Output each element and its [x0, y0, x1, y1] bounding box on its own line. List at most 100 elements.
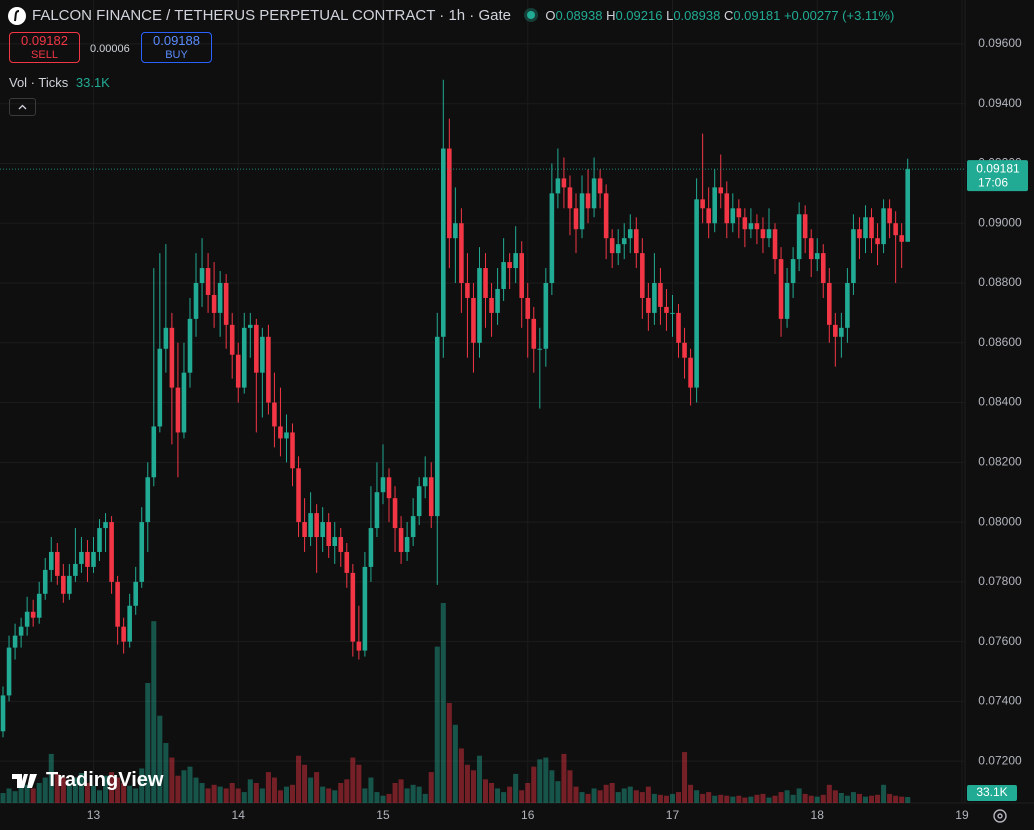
- volume-bar: [66, 783, 72, 803]
- volume-bar: [157, 715, 163, 803]
- volume-bar: [766, 797, 772, 803]
- volume-bar: [802, 793, 808, 803]
- volume-bar: [259, 788, 265, 803]
- candle-body: [567, 187, 573, 209]
- y-tick-label: 0.08800: [978, 275, 1022, 289]
- volume-bar: [688, 784, 694, 803]
- candle-body: [597, 178, 603, 194]
- candle-body: [537, 348, 543, 350]
- x-tick-label: 17: [666, 808, 680, 822]
- candle-body: [664, 306, 669, 313]
- candle-body: [561, 178, 567, 188]
- candle-body: [640, 253, 645, 298]
- candle-body: [453, 223, 458, 239]
- candle-body: [603, 193, 609, 239]
- volume-bar: [676, 792, 682, 803]
- candle-body: [235, 354, 241, 388]
- candle-body: [863, 217, 868, 239]
- volume-bar: [495, 788, 501, 803]
- volume-bar: [609, 783, 615, 803]
- volume-bar: [72, 777, 78, 803]
- volume-bar: [290, 784, 296, 803]
- volume-bar: [193, 777, 199, 803]
- volume-bar: [651, 793, 657, 803]
- candle-body: [899, 235, 904, 242]
- candle-body: [543, 283, 549, 349]
- volume-badge-label: 33.1K: [976, 785, 1007, 799]
- candle-body: [205, 268, 211, 295]
- candle-body: [109, 522, 114, 582]
- candle-body: [326, 522, 331, 546]
- candle-body: [772, 229, 778, 260]
- volume-bar: [0, 793, 6, 803]
- y-tick-label: 0.07600: [978, 634, 1022, 648]
- volume-bar: [241, 792, 247, 803]
- y-tick-label: 0.09400: [978, 96, 1022, 110]
- candle-body: [386, 477, 392, 499]
- candle-body: [103, 522, 108, 529]
- volume-bar: [531, 766, 537, 803]
- candle-body: [627, 229, 633, 239]
- candle-body: [833, 324, 838, 337]
- candle-body: [555, 178, 561, 194]
- volume-bar: [543, 757, 549, 803]
- volume-bar: [862, 796, 868, 803]
- candle-body: [374, 492, 380, 529]
- y-tick-label: 0.08200: [978, 454, 1022, 468]
- volume-bar: [899, 796, 905, 803]
- volume-bar: [121, 783, 127, 803]
- candle-body: [284, 432, 289, 439]
- candle-body: [6, 647, 12, 696]
- buy-button[interactable]: 0.09188 BUY: [141, 32, 212, 63]
- countdown-label: 17:06: [978, 175, 1008, 189]
- volume-bar: [742, 797, 748, 803]
- y-tick-label: 0.08000: [978, 514, 1022, 528]
- x-tick-label: 14: [232, 808, 246, 822]
- logo-glyph: [14, 10, 20, 22]
- candle-body: [362, 566, 368, 651]
- volume-bar: [271, 777, 277, 803]
- candle-body: [356, 641, 362, 651]
- volume-value: 33.1K: [75, 75, 110, 90]
- candle-body: [796, 214, 802, 260]
- candle-body: [97, 528, 102, 552]
- candle-body: [887, 208, 892, 224]
- logo-circle: [8, 7, 26, 25]
- candle-body: [591, 178, 597, 209]
- candle-body: [139, 522, 145, 582]
- candle-body: [501, 262, 506, 289]
- volume-bar: [513, 773, 519, 803]
- candle-body: [344, 551, 350, 573]
- x-tick-label: 13: [87, 808, 101, 822]
- candle-body: [778, 259, 784, 319]
- candle-body: [145, 477, 151, 523]
- buy-price: 0.09188: [153, 33, 200, 48]
- volume-bar: [308, 777, 314, 803]
- candle-body: [459, 223, 464, 284]
- ohlc-label: H: [606, 8, 616, 23]
- candle-body: [507, 262, 512, 269]
- candle-body: [79, 551, 84, 564]
- candle-body: [905, 169, 910, 242]
- spread: 0.00006: [90, 43, 130, 55]
- candle-body: [115, 581, 120, 627]
- candle-body: [0, 695, 6, 732]
- collapse-button[interactable]: [9, 98, 36, 116]
- volume-bar: [326, 788, 332, 803]
- high-value: 0.09216: [615, 8, 663, 23]
- candle-body: [338, 537, 344, 552]
- volume-bar: [724, 795, 730, 803]
- volume-bar: [205, 788, 211, 803]
- candle-body: [368, 528, 374, 567]
- candle-body: [688, 357, 693, 388]
- chevron: [18, 104, 27, 110]
- settings-button[interactable]: [990, 806, 1010, 826]
- volume-bar: [519, 790, 525, 803]
- volume-bar: [356, 764, 362, 803]
- sell-button[interactable]: 0.09182 SELL: [9, 32, 80, 63]
- volume-bar: [826, 784, 832, 803]
- candle-body: [471, 297, 476, 343]
- volume-bar: [54, 773, 60, 803]
- volume-bar: [905, 796, 911, 803]
